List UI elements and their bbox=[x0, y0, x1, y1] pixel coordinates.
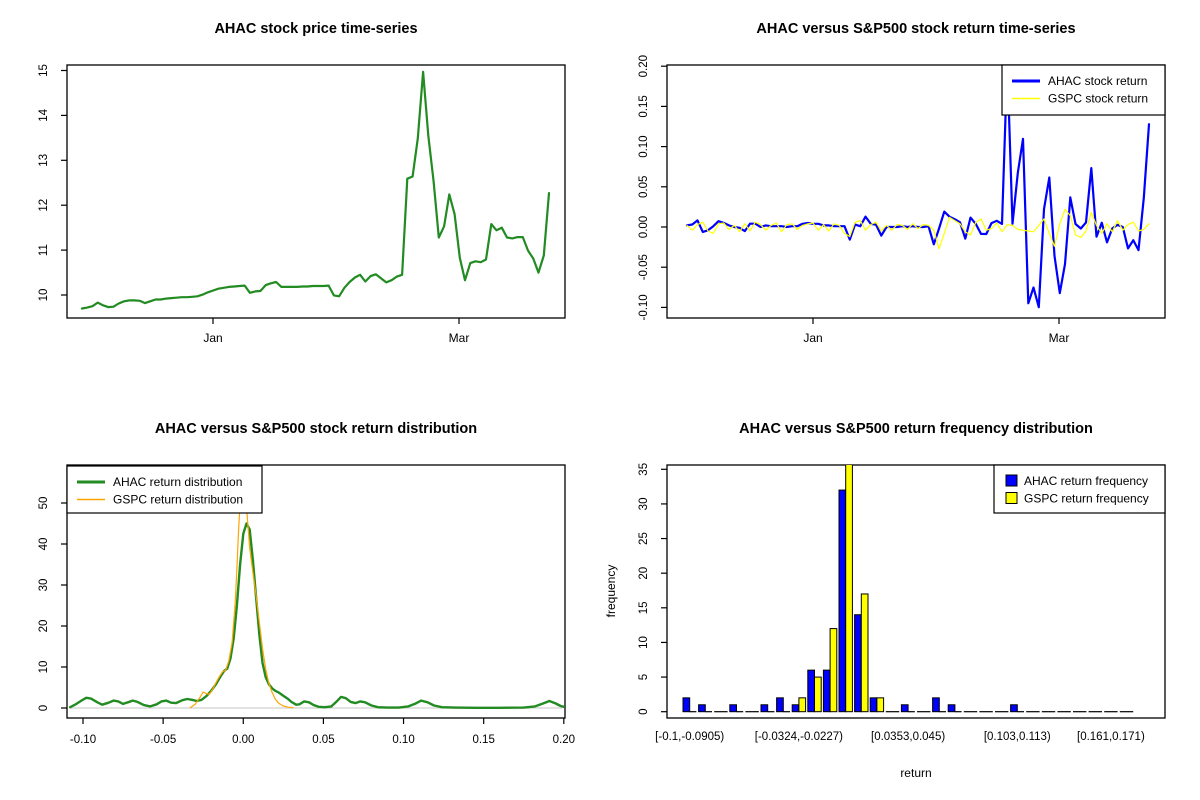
y-tick-label: -0.05 bbox=[638, 254, 650, 280]
bar-ahac bbox=[1010, 704, 1018, 713]
series-line-ahac-return bbox=[685, 65, 1151, 309]
x-tick-label: Jan bbox=[203, 331, 222, 345]
y-tick-label: 10 bbox=[38, 661, 50, 674]
legend-swatch bbox=[1005, 474, 1018, 487]
bar-ahac bbox=[854, 614, 862, 713]
y-tick-label: 11 bbox=[38, 244, 50, 256]
x-tick-label: 0.05 bbox=[312, 734, 334, 746]
bar-ahac bbox=[869, 697, 878, 713]
y-tick-label: 10 bbox=[638, 636, 650, 649]
chart-title-price: AHAC stock price time-series bbox=[214, 21, 418, 37]
y-tick-label: 0.20 bbox=[638, 55, 650, 77]
chart-title-frequency: AHAC versus S&P500 return frequency dist… bbox=[739, 421, 1093, 437]
bar-ahac bbox=[807, 669, 815, 713]
x-axis-label: return bbox=[900, 766, 931, 780]
bar-ahac bbox=[822, 669, 831, 713]
bar-ahac bbox=[838, 489, 847, 713]
legend-label: GSPC return distribution bbox=[113, 493, 243, 507]
legend-label: AHAC return frequency bbox=[1024, 474, 1148, 488]
x-tick-label: Jan bbox=[803, 331, 822, 345]
bar-ahac bbox=[698, 704, 706, 713]
bar-ahac bbox=[776, 697, 784, 713]
legend-label: AHAC return distribution bbox=[113, 475, 242, 489]
y-tick-label: 14 bbox=[38, 108, 50, 121]
y-tick-label: 12 bbox=[38, 199, 50, 212]
bar-gspc bbox=[798, 697, 807, 713]
y-tick-label: 5 bbox=[638, 674, 650, 680]
bin-label: [-0.0324,-0.0227) bbox=[755, 731, 843, 743]
y-tick-label: 10 bbox=[38, 289, 50, 302]
y-tick-label: -0.10 bbox=[638, 294, 650, 320]
legend-label: GSPC return frequency bbox=[1024, 492, 1149, 506]
x-tick-label: -0.05 bbox=[150, 734, 176, 746]
bar-ahac bbox=[947, 704, 956, 713]
y-tick-label: 13 bbox=[38, 154, 50, 167]
bar-gspc bbox=[814, 676, 822, 713]
bar-ahac bbox=[932, 697, 940, 713]
y-axis-label: frequency bbox=[604, 565, 618, 618]
chart-title-returns: AHAC versus S&P500 stock return time-ser… bbox=[756, 21, 1076, 37]
bar-gspc bbox=[829, 628, 838, 713]
y-tick-label: 20 bbox=[638, 567, 650, 580]
bin-label: [-0.1,-0.0905) bbox=[655, 731, 724, 743]
x-tick-label: 0.15 bbox=[472, 734, 494, 746]
y-tick-label: 0.10 bbox=[638, 135, 650, 157]
legend-label: AHAC stock return bbox=[1048, 74, 1147, 88]
y-tick-label: 0 bbox=[638, 708, 650, 714]
bar-ahac bbox=[729, 704, 737, 713]
bin-label: [0.0353,0.045) bbox=[871, 731, 945, 743]
x-tick-label: Mar bbox=[449, 331, 470, 345]
bar-gspc bbox=[845, 465, 853, 713]
bin-label: [0.161,0.171) bbox=[1077, 731, 1145, 743]
plot-box bbox=[66, 464, 566, 719]
y-tick-label: 25 bbox=[638, 532, 650, 545]
legend-label: GSPC stock return bbox=[1048, 92, 1148, 106]
legend-box bbox=[66, 465, 263, 514]
plot-box bbox=[66, 64, 566, 319]
bar-ahac bbox=[791, 704, 800, 713]
x-tick-label: Mar bbox=[1049, 331, 1070, 345]
series-line-ahac-price bbox=[80, 70, 551, 310]
y-tick-label: 50 bbox=[38, 497, 50, 510]
x-tick-label: -0.10 bbox=[70, 734, 96, 746]
bar-ahac bbox=[760, 704, 769, 713]
x-tick-label: 0.00 bbox=[232, 734, 254, 746]
bar-ahac bbox=[682, 697, 691, 713]
y-tick-label: 15 bbox=[38, 64, 50, 77]
x-tick-label: 0.10 bbox=[392, 734, 414, 746]
series-line-gspc-return bbox=[686, 208, 1150, 250]
y-tick-label: 40 bbox=[38, 538, 50, 551]
y-tick-label: 30 bbox=[638, 498, 650, 511]
bin-label: [0.103,0.113) bbox=[984, 731, 1051, 743]
bar-ahac bbox=[900, 704, 909, 713]
y-tick-label: 0.15 bbox=[638, 95, 650, 117]
chart-title-distribution: AHAC versus S&P500 stock return distribu… bbox=[154, 421, 478, 437]
y-tick-label: 35 bbox=[638, 463, 650, 476]
legend-box bbox=[993, 464, 1166, 514]
y-tick-label: 0.05 bbox=[638, 176, 650, 198]
bar-gspc bbox=[876, 697, 885, 713]
legend-swatch bbox=[1005, 492, 1018, 504]
y-tick-label: 20 bbox=[38, 620, 50, 633]
plot-box bbox=[666, 464, 1166, 719]
y-tick-label: 30 bbox=[38, 579, 50, 592]
bar-gspc bbox=[860, 593, 869, 713]
legend-box bbox=[1001, 64, 1166, 116]
plot-box bbox=[666, 64, 1166, 319]
y-tick-label: 15 bbox=[638, 601, 650, 614]
series-line-gspc-density bbox=[189, 481, 294, 709]
y-tick-label: 0.00 bbox=[638, 216, 650, 238]
series-line-ahac-density bbox=[68, 522, 565, 709]
x-tick-label: 0.20 bbox=[553, 734, 575, 746]
y-tick-label: 0 bbox=[38, 705, 50, 711]
